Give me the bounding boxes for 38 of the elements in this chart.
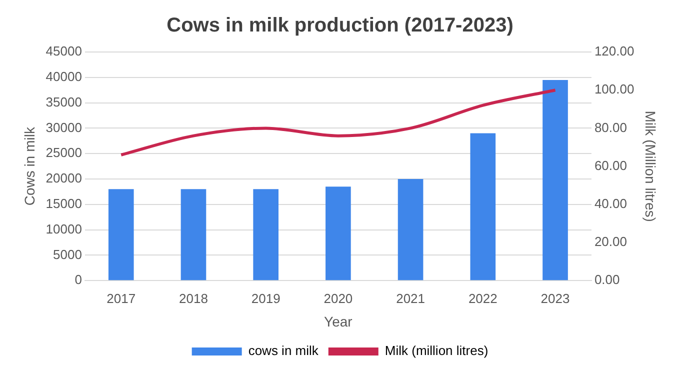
chart-title: Cows in milk production (2017-2023)	[166, 14, 514, 37]
x-tick-label: 2022	[468, 290, 498, 306]
bar	[398, 179, 424, 280]
y2-tick-label: 80.00	[594, 120, 627, 135]
x-tick-label: 2017	[106, 290, 136, 306]
x-tick-label: 2023	[540, 290, 570, 306]
legend-label: cows in milk	[248, 343, 319, 358]
y2-tick-label: 20.00	[594, 234, 627, 250]
x-axis-title: Year	[324, 313, 353, 330]
bar	[180, 189, 206, 280]
x-tick-label: 2021	[396, 290, 426, 306]
bar	[326, 186, 351, 280]
y2-tick-label: 100.00	[594, 82, 634, 97]
y-tick-label: 30000	[46, 120, 82, 135]
bar	[108, 189, 134, 280]
y-tick-label: 10000	[46, 221, 82, 236]
y-tick-label: 35000	[46, 94, 82, 110]
y-tick-label: 45000	[46, 44, 82, 59]
bar	[253, 189, 278, 280]
y-tick-label: 40000	[46, 68, 82, 84]
y-tick-label: 5000	[53, 246, 82, 262]
bar	[470, 133, 496, 280]
y2-tick-label: 40.00	[594, 196, 627, 211]
y-axis-title: Cows in milk	[21, 126, 38, 206]
y2-tick-label: 60.00	[594, 158, 627, 173]
x-tick-label: 2019	[251, 290, 280, 306]
y2-tick-label: 0.00	[594, 272, 620, 288]
y2-tick-label: 120.00	[594, 44, 634, 59]
y-tick-label: 0	[74, 272, 82, 288]
x-tick-label: 2018	[179, 290, 208, 306]
y-tick-label: 15000	[46, 196, 82, 211]
x-tick-label: 2020	[324, 290, 353, 306]
y-tick-label: 25000	[46, 145, 82, 160]
y2-axis-title: Milk (Million litres)	[642, 110, 659, 222]
y-tick-label: 20000	[46, 170, 82, 186]
line-series	[120, 88, 557, 156]
legend-label: Milk (million litres)	[384, 343, 488, 358]
bar	[542, 80, 568, 280]
